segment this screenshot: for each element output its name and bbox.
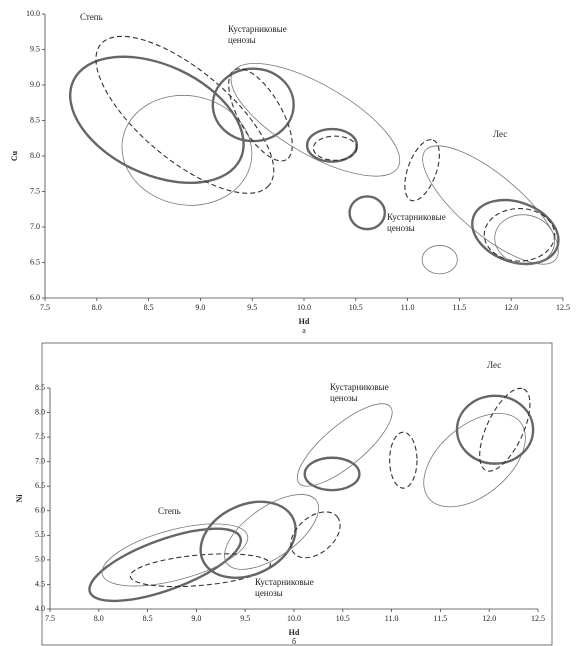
x-tick-label: 11.5	[434, 614, 448, 623]
caption: б	[292, 637, 296, 646]
ellipse	[455, 394, 535, 465]
x-tick-label: 7.5	[45, 614, 55, 623]
x-tick-label: 12.0	[504, 303, 518, 312]
annotation: Кустарниковые	[255, 577, 314, 587]
annotation: Лес	[493, 129, 507, 139]
y-axis-label: Cu	[10, 150, 19, 161]
annotation: ценозы	[387, 223, 415, 233]
ellipse	[95, 35, 275, 194]
x-tick-label: 12.5	[556, 303, 570, 312]
x-tick-label: 7.5	[40, 303, 50, 312]
y-tick-label: 7.0	[30, 222, 40, 231]
y-tick-label: 5.5	[35, 530, 45, 539]
y-tick-label: 8.0	[35, 407, 45, 416]
ellipse	[228, 68, 293, 162]
x-tick-label: 9.5	[240, 614, 250, 623]
annotation: ценозы	[255, 588, 283, 598]
x-tick-label: 12.5	[531, 614, 545, 623]
x-tick-label: 11.5	[453, 303, 467, 312]
x-tick-label: 10.0	[297, 303, 311, 312]
x-tick-label: 10.5	[349, 303, 363, 312]
annotation: Степь	[158, 506, 181, 516]
ellipse	[404, 139, 440, 202]
y-tick-label: 7.5	[35, 432, 45, 441]
x-tick-label: 9.0	[195, 303, 205, 312]
ellipse	[389, 431, 418, 489]
y-tick-label: 10.0	[26, 9, 40, 18]
x-axis-label: Hd	[289, 628, 300, 637]
ellipse	[494, 214, 555, 266]
ellipse	[303, 456, 361, 492]
y-tick-label: 8.5	[30, 115, 40, 124]
y-tick-label: 4.5	[35, 579, 45, 588]
annotation: ценозы	[228, 35, 256, 45]
y-tick-label: 4.0	[35, 604, 45, 613]
x-tick-label: 11.0	[401, 303, 415, 312]
x-tick-label: 10.0	[287, 614, 301, 623]
annotation: Степь	[80, 12, 103, 22]
y-tick-label: 8.5	[35, 383, 45, 392]
y-tick-label: 6.0	[35, 506, 45, 515]
ellipse	[101, 523, 249, 587]
ellipse	[471, 198, 560, 266]
y-axis-label: Ni	[15, 494, 24, 503]
y-tick-label: 6.5	[30, 257, 40, 266]
x-tick-label: 8.0	[92, 303, 102, 312]
x-tick-label: 10.5	[336, 614, 350, 623]
y-tick-label: 7.0	[35, 456, 45, 465]
y-tick-label: 9.5	[30, 44, 40, 53]
ellipse	[121, 94, 253, 206]
annotation: Кустарниковые	[330, 382, 389, 392]
caption: а	[302, 326, 306, 335]
x-tick-label: 12.0	[482, 614, 496, 623]
x-tick-label: 9.5	[247, 303, 257, 312]
x-tick-label: 8.5	[143, 614, 153, 623]
ellipse	[230, 63, 401, 177]
ellipse	[423, 413, 526, 508]
panel-border	[41, 342, 553, 646]
ellipse	[305, 127, 359, 163]
y-tick-label: 7.5	[30, 186, 40, 195]
ellipse	[199, 500, 297, 579]
x-tick-label: 11.0	[385, 614, 399, 623]
annotation: Кустарниковые	[228, 24, 287, 34]
ellipse	[211, 67, 295, 143]
x-tick-label: 8.5	[144, 303, 154, 312]
y-tick-label: 6.5	[35, 481, 45, 490]
ellipse	[421, 245, 458, 275]
x-axis-label: Hd	[299, 317, 310, 326]
annotation: Лес	[487, 360, 501, 370]
ellipse	[290, 511, 341, 559]
annotation: Кустарниковые	[387, 212, 446, 222]
annotation: ценозы	[330, 393, 358, 403]
ellipse	[129, 553, 271, 588]
y-tick-label: 5.0	[35, 555, 45, 564]
x-tick-label: 9.0	[191, 614, 201, 623]
y-tick-label: 6.0	[30, 293, 40, 302]
ellipse	[422, 145, 559, 265]
ellipse	[68, 55, 245, 185]
ellipse	[348, 195, 387, 231]
y-tick-label: 8.0	[30, 151, 40, 160]
ellipse	[312, 135, 358, 161]
ellipse	[296, 403, 393, 487]
y-tick-label: 9.0	[30, 80, 40, 89]
ellipse	[88, 527, 243, 603]
ellipse	[224, 494, 319, 570]
ellipse	[483, 207, 556, 262]
x-tick-label: 8.0	[94, 614, 104, 623]
